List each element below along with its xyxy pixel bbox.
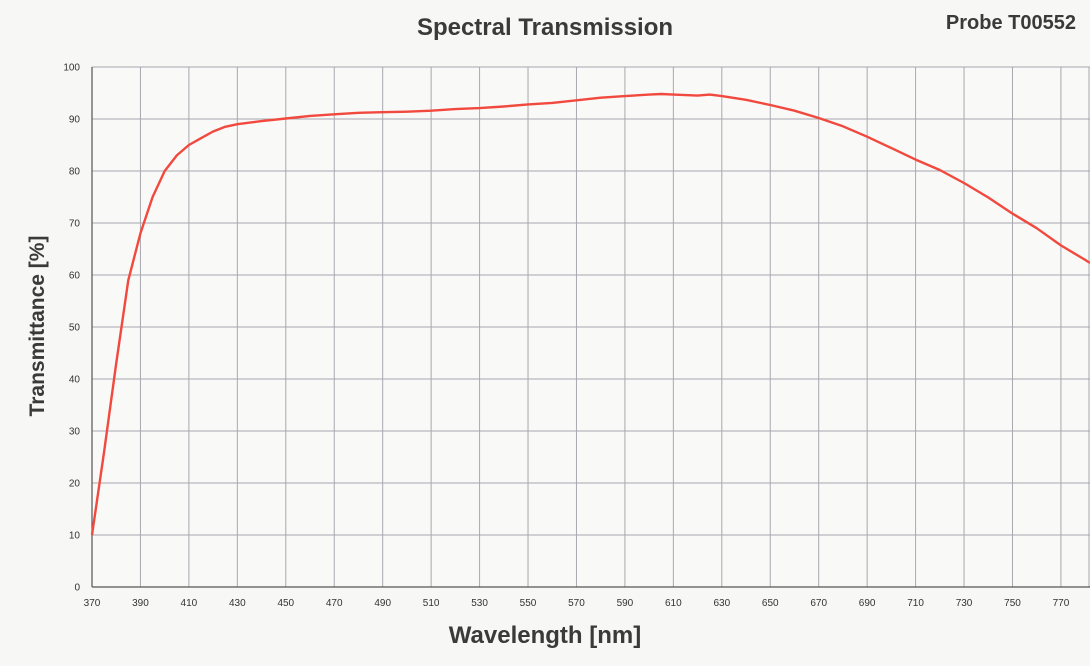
x-tick-label: 750 xyxy=(1004,598,1021,609)
x-tick-label: 590 xyxy=(617,598,634,609)
x-tick-label: 430 xyxy=(229,598,246,609)
x-tick-label: 690 xyxy=(859,598,876,609)
x-tick-label: 390 xyxy=(132,598,149,609)
x-tick-label: 450 xyxy=(277,598,294,609)
y-tick-label: 70 xyxy=(69,219,81,230)
x-tick-label: 510 xyxy=(423,598,440,609)
x-tick-label: 470 xyxy=(326,598,343,609)
y-tick-label: 40 xyxy=(69,375,81,386)
x-tick-label: 770 xyxy=(1053,598,1070,609)
x-tick-label: 370 xyxy=(84,598,101,609)
x-tick-label: 610 xyxy=(665,598,682,609)
chart-subtitle: Probe T00552 xyxy=(945,12,1076,34)
chart-title: Spectral Transmission xyxy=(416,14,674,41)
y-tick-label: 80 xyxy=(69,167,81,178)
y-tick-label: 90 xyxy=(69,115,81,126)
x-axis-label: Wavelength [nm] xyxy=(448,622,642,649)
series-line xyxy=(90,92,1090,536)
x-tick-label: 730 xyxy=(956,598,973,609)
x-tick-label: 550 xyxy=(520,598,537,609)
y-tick-label: 60 xyxy=(69,271,81,282)
y-tick-label: 100 xyxy=(63,63,80,74)
x-tick-label: 630 xyxy=(713,598,730,609)
x-tick-label: 710 xyxy=(907,598,924,609)
y-tick-label: 0 xyxy=(74,583,80,594)
x-tick-label: 650 xyxy=(762,598,779,609)
x-tick-label: 490 xyxy=(374,598,391,609)
y-tick-label: 10 xyxy=(69,531,81,542)
y-tick-label: 20 xyxy=(69,479,81,490)
x-tick-label: 530 xyxy=(471,598,488,609)
x-tick-label: 570 xyxy=(568,598,585,609)
x-tick-label: 670 xyxy=(810,598,827,609)
y-tick-label: 30 xyxy=(69,427,81,438)
x-tick-label: 410 xyxy=(181,598,198,609)
y-tick-label: 50 xyxy=(69,323,81,334)
